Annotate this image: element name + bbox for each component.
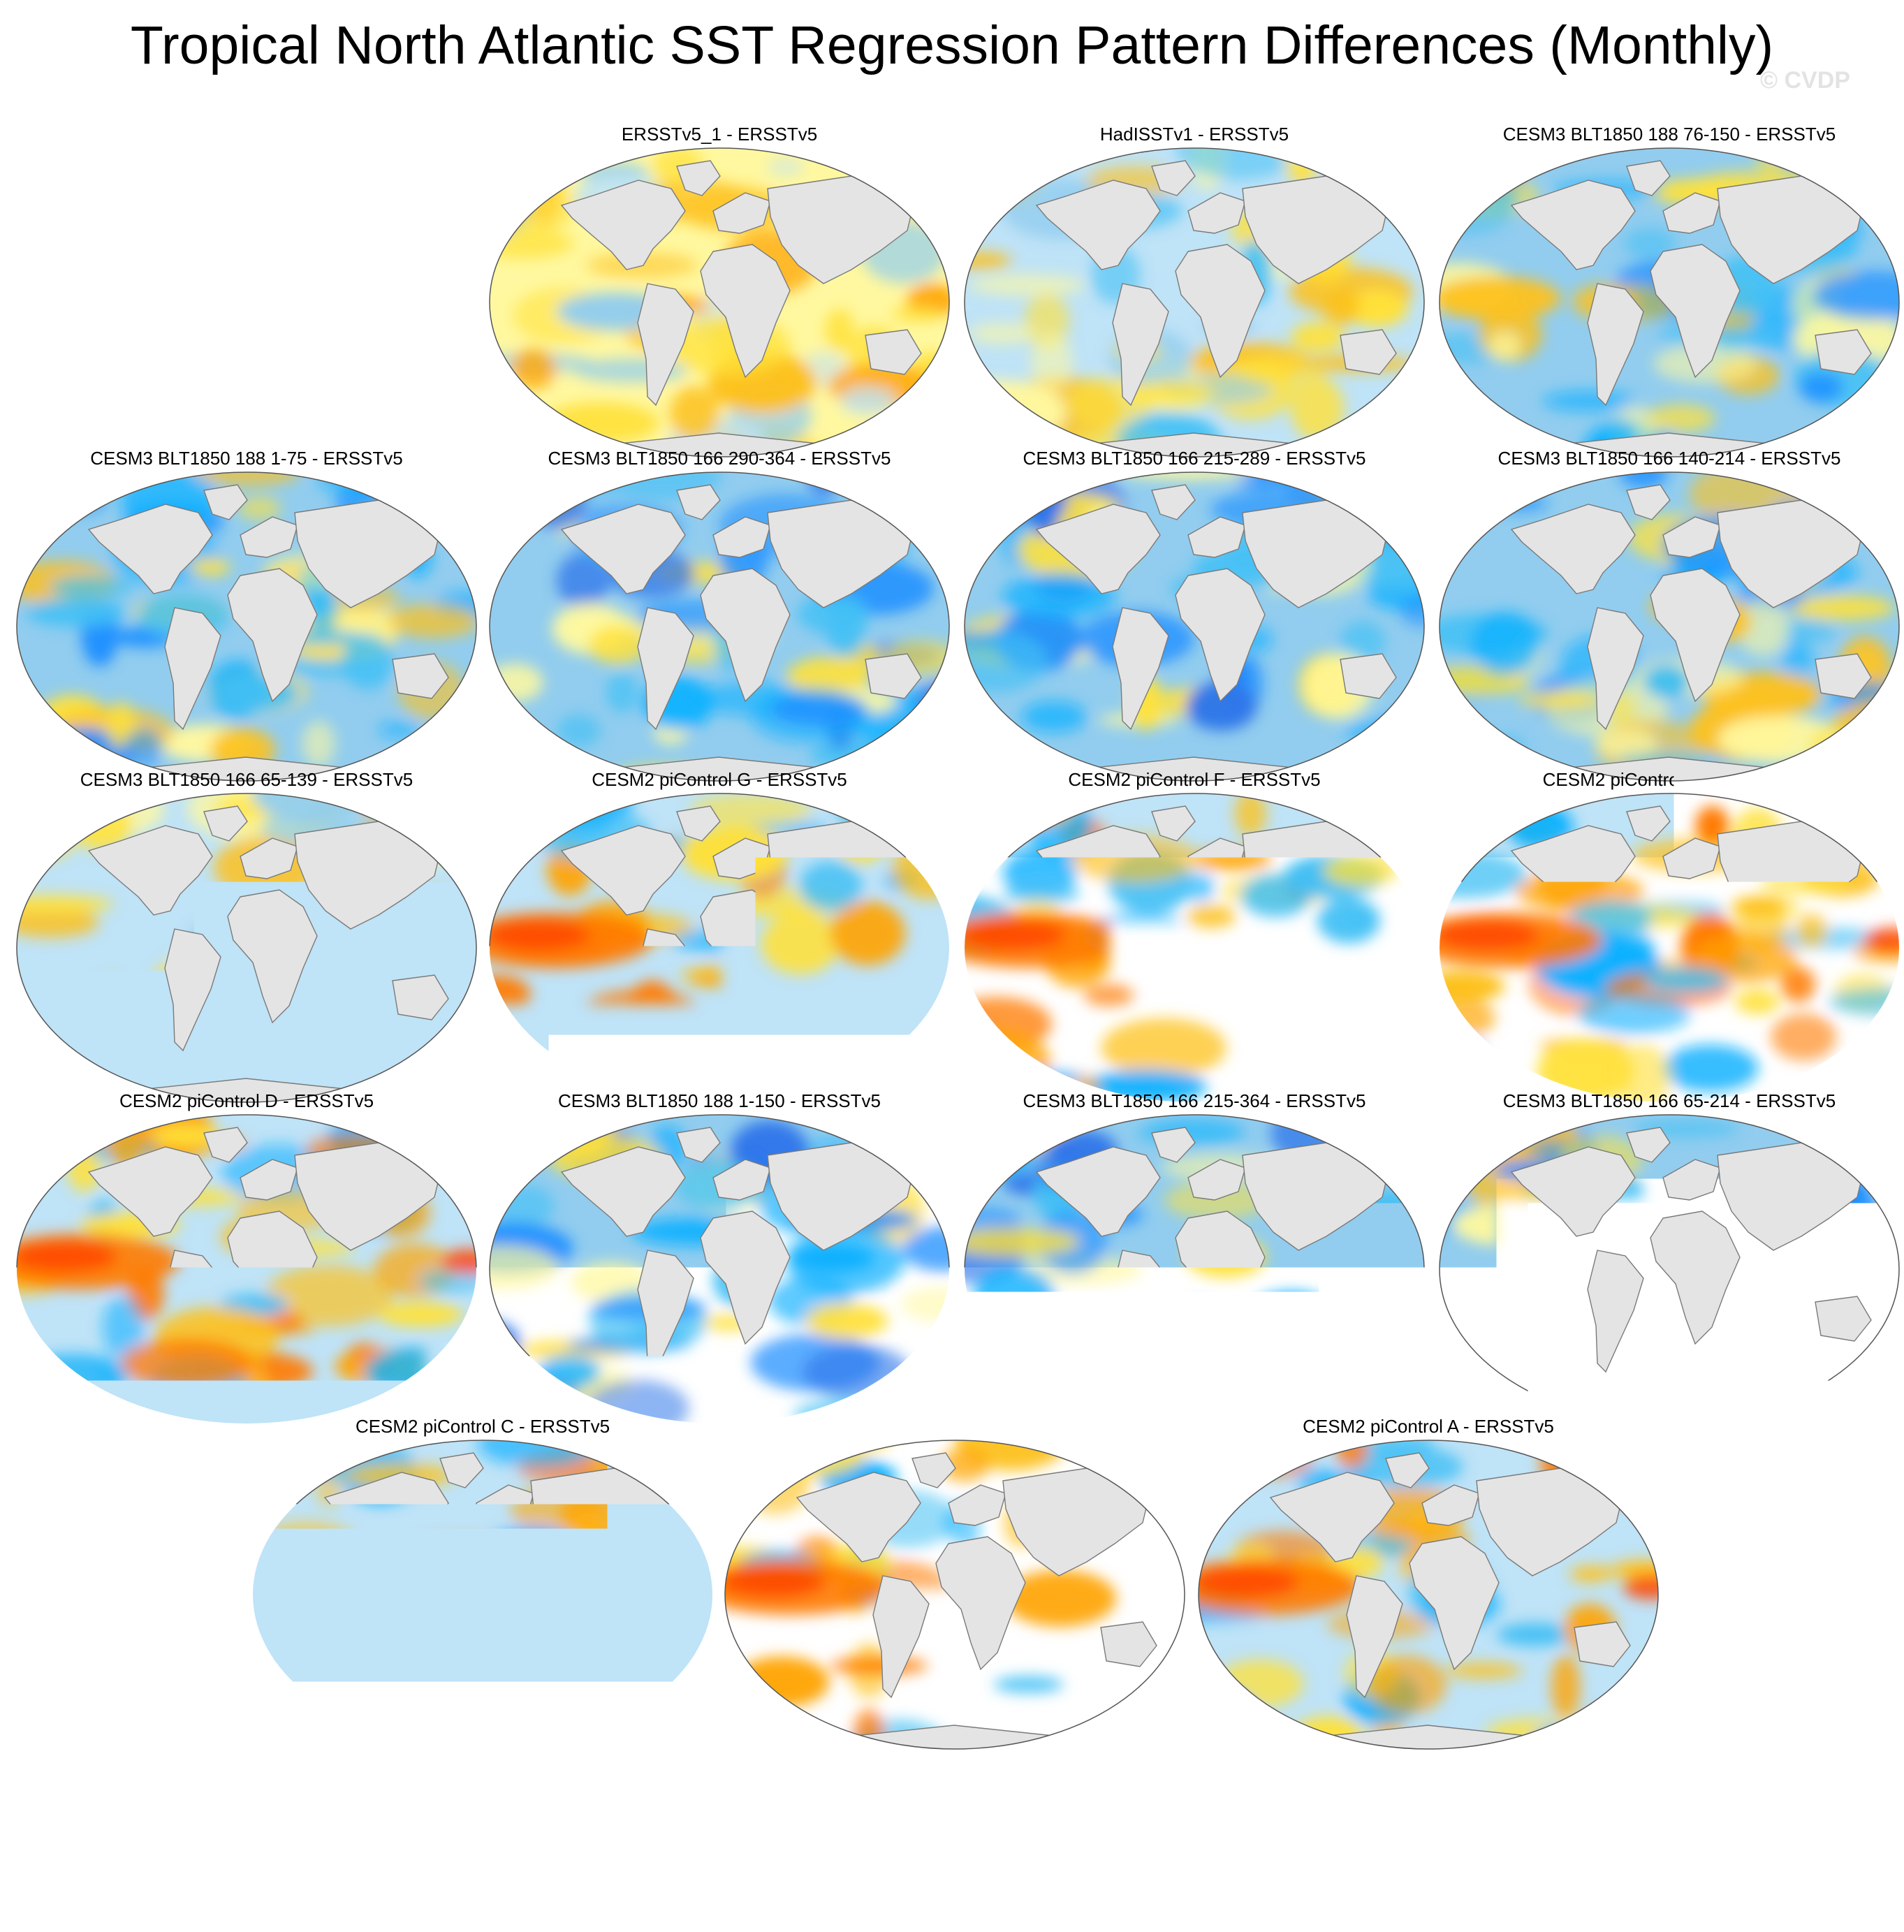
colorbar-tick-label: 0.75 <box>1178 1830 1317 1875</box>
map-panel: CESM3 BLT1850 166 215-289 - ERSSTv5 <box>959 447 1430 782</box>
sst-difference-map <box>1438 792 1901 1104</box>
panel-title: CESM2 piControl B - ERSSTv5 <box>719 1415 1190 1437</box>
panel-title: CESM2 piControl C - ERSSTv5 <box>247 1415 718 1437</box>
map-panel: CESM3 BLT1850 188 1-150 - ERSSTv5 <box>484 1090 955 1425</box>
panel-title: CESM2 piControl F - ERSSTv5 <box>959 768 1430 791</box>
colorbar-tick-label: 0.25 <box>1009 1830 1148 1875</box>
sst-difference-map <box>724 1439 1186 1750</box>
colorbar-tick-label: -1.25 <box>332 1830 472 1875</box>
colorbar-tick-label: 1.75 <box>1516 1830 1655 1875</box>
colorbar-tick-label: -0.75 <box>501 1830 641 1875</box>
sst-difference-map <box>15 471 478 782</box>
sst-difference-map <box>488 792 951 1104</box>
panel-title: HadISSTv1 - ERSSTv5 <box>959 123 1430 145</box>
colorbar-tick-label: -1.75 <box>163 1830 303 1875</box>
panel-title: CESM3 BLT1850 166 65-214 - ERSSTv5 <box>1434 1090 1904 1112</box>
panel-title: CESM3 BLT1850 166 215-289 - ERSSTv5 <box>959 447 1430 469</box>
panel-title: CESM2 piControl G - ERSSTv5 <box>484 768 955 791</box>
map-panel: CESM3 BLT1850 166 65-214 - ERSSTv5 <box>1434 1090 1904 1425</box>
panel-title: CESM2 piControl E - ERSSTv5 <box>1434 768 1904 791</box>
map-panel: HadISSTv1 - ERSSTv5 <box>959 123 1430 458</box>
cvdp-credit: © CVDP <box>1760 67 1850 94</box>
map-panel: CESM3 BLT1850 188 1-75 - ERSSTv5 <box>11 447 482 782</box>
panel-title: CESM3 BLT1850 188 76-150 - ERSSTv5 <box>1434 123 1904 145</box>
sst-difference-map <box>963 1113 1426 1425</box>
colorbar-tick-label: -0.25 <box>671 1830 810 1875</box>
panel-title: ERSSTv5_1 - ERSSTv5 <box>484 123 955 145</box>
panel-title: CESM2 piControl A - ERSSTv5 <box>1193 1415 1664 1437</box>
panel-title: CESM3 BLT1850 166 140-214 - ERSSTv5 <box>1434 447 1904 469</box>
figure-title: Tropical North Atlantic SST Regression P… <box>0 13 1904 79</box>
colorbar-units: C/C <box>882 1873 1022 1922</box>
sst-difference-map <box>15 792 478 1104</box>
sst-difference-map <box>1438 147 1901 458</box>
map-panel: ERSSTv5_1 - ERSSTv5 <box>484 123 955 458</box>
map-panel: CESM2 piControl G - ERSSTv5 <box>484 768 955 1104</box>
map-panel: CESM3 BLT1850 166 290-364 - ERSSTv5 <box>484 447 955 782</box>
sst-difference-map <box>963 147 1426 458</box>
sst-difference-map <box>963 471 1426 782</box>
map-panel: CESM3 BLT1850 166 140-214 - ERSSTv5 <box>1434 447 1904 782</box>
sst-difference-map <box>488 147 951 458</box>
map-panel: CESM2 piControl E - ERSSTv5 <box>1434 768 1904 1104</box>
colorbar-tick-label: 0 <box>840 1830 979 1875</box>
map-panel: CESM3 BLT1850 188 76-150 - ERSSTv5 <box>1434 123 1904 458</box>
sst-difference-map <box>488 471 951 782</box>
sst-difference-map <box>1438 471 1901 782</box>
map-panel: CESM2 piControl A - ERSSTv5 <box>1193 1415 1664 1750</box>
map-panel: CESM3 BLT1850 166 215-364 - ERSSTv5 <box>959 1090 1430 1425</box>
map-panel: CESM3 BLT1850 166 65-139 - ERSSTv5 <box>11 768 482 1104</box>
colorbar-tick-label: 1.25 <box>1347 1830 1486 1875</box>
panel-title: CESM3 BLT1850 188 1-75 - ERSSTv5 <box>11 447 482 469</box>
panel-title: CESM3 BLT1850 166 65-139 - ERSSTv5 <box>11 768 482 791</box>
panel-title: CESM3 BLT1850 188 1-150 - ERSSTv5 <box>484 1090 955 1112</box>
sst-difference-map <box>488 1113 951 1425</box>
sst-difference-map <box>1438 1113 1901 1425</box>
sst-difference-map <box>963 792 1426 1104</box>
sst-difference-map <box>1197 1439 1660 1750</box>
map-panel: CESM2 piControl D - ERSSTv5 <box>11 1090 482 1425</box>
panel-title: CESM3 BLT1850 166 215-364 - ERSSTv5 <box>959 1090 1430 1112</box>
map-panel: CESM2 piControl C - ERSSTv5 <box>247 1415 718 1750</box>
map-panel: CESM2 piControl B - ERSSTv5 <box>719 1415 1190 1750</box>
colorbar-frame <box>106 1780 1796 1820</box>
sst-difference-map <box>15 1113 478 1425</box>
panel-title: CESM3 BLT1850 166 290-364 - ERSSTv5 <box>484 447 955 469</box>
panel-title: CESM2 piControl D - ERSSTv5 <box>11 1090 482 1112</box>
map-panel: CESM2 piControl F - ERSSTv5 <box>959 768 1430 1104</box>
sst-difference-map <box>251 1439 714 1750</box>
